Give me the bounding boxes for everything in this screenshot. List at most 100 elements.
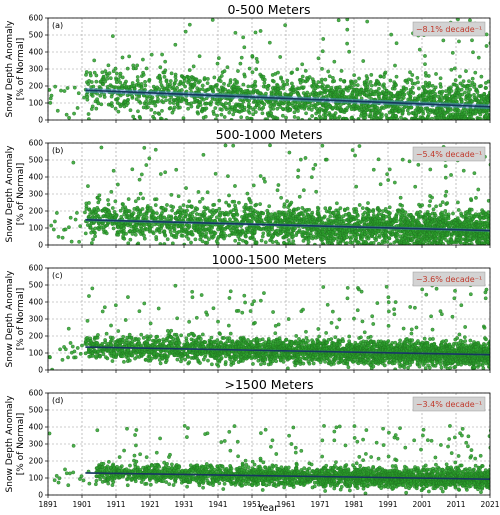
data-point: [151, 231, 156, 236]
data-point: [462, 241, 467, 245]
data-point: [149, 224, 154, 229]
trend-line: [85, 219, 491, 232]
data-point: [128, 237, 133, 242]
data-point: [215, 83, 219, 87]
data-point: [202, 76, 207, 80]
data-point: [111, 168, 116, 173]
data-point: [458, 240, 463, 245]
y-tick-label: 0: [38, 241, 43, 250]
data-point: [149, 107, 154, 112]
data-point: [464, 214, 469, 218]
data-point: [244, 234, 248, 239]
data-point: [313, 162, 318, 167]
data-point: [338, 103, 343, 107]
data-point: [163, 170, 168, 175]
data-point: [353, 153, 357, 158]
data-point: [60, 357, 65, 362]
data-point: [382, 75, 386, 79]
data-point: [488, 241, 490, 245]
data-point: [472, 171, 477, 176]
data-point: [413, 184, 418, 189]
data-point: [271, 106, 276, 111]
data-point: [172, 105, 177, 110]
y-tick-label: 100: [29, 99, 44, 108]
data-point: [486, 198, 490, 203]
data-point: [203, 114, 208, 119]
data-point: [350, 91, 355, 96]
data-point: [137, 177, 142, 182]
data-point: [388, 78, 393, 83]
data-point: [458, 74, 462, 79]
data-point: [88, 225, 93, 230]
data-point: [205, 240, 210, 245]
data-point: [383, 70, 388, 75]
data-point: [186, 106, 191, 111]
data-point: [345, 27, 350, 32]
data-point: [213, 117, 218, 120]
data-point: [298, 80, 303, 85]
data-point: [54, 211, 59, 215]
data-point: [398, 195, 403, 200]
data-point: [152, 116, 157, 120]
data-point: [461, 79, 466, 84]
data-point: [115, 182, 120, 187]
data-point: [417, 47, 422, 52]
data-point: [169, 192, 174, 197]
data-point: [247, 98, 252, 103]
data-point: [215, 241, 220, 245]
data-point: [58, 347, 62, 352]
data-point: [247, 110, 252, 115]
data-point: [68, 341, 73, 345]
data-point: [444, 89, 448, 93]
data-point: [420, 203, 425, 208]
data-point: [345, 18, 350, 22]
data-point: [287, 208, 292, 213]
data-point: [68, 215, 73, 220]
data-point: [162, 229, 167, 234]
data-point: [356, 232, 360, 237]
data-point: [90, 104, 95, 109]
data-point: [128, 228, 133, 233]
data-point: [116, 109, 121, 114]
data-point: [223, 233, 228, 238]
data-point: [144, 66, 149, 71]
data-point: [332, 115, 337, 120]
data-point: [344, 241, 349, 245]
data-point: [449, 85, 453, 90]
data-point: [233, 30, 238, 35]
data-point: [153, 147, 158, 152]
data-point: [307, 117, 312, 120]
data-point: [243, 202, 248, 207]
points: [49, 143, 490, 245]
data-point: [319, 116, 324, 120]
data-point: [236, 69, 240, 73]
data-point: [354, 207, 358, 211]
data-point: [64, 112, 69, 117]
data-point: [336, 211, 341, 215]
data-point: [377, 86, 381, 91]
data-point: [113, 85, 118, 90]
data-point: [160, 52, 164, 57]
data-point: [280, 113, 285, 118]
data-point: [305, 90, 310, 95]
data-point: [327, 74, 332, 79]
data-point: [158, 172, 163, 176]
data-point: [142, 145, 147, 150]
data-point: [254, 67, 259, 72]
data-point: [371, 167, 376, 172]
data-point: [222, 69, 227, 74]
data-point: [189, 101, 194, 106]
data-point: [486, 79, 490, 84]
data-point: [394, 83, 398, 87]
data-point: [266, 83, 271, 88]
data-point: [399, 115, 403, 120]
data-point: [143, 83, 148, 88]
data-point: [446, 216, 451, 221]
data-point: [321, 37, 326, 41]
data-point: [77, 239, 81, 244]
data-point: [189, 104, 194, 109]
data-point: [388, 211, 392, 215]
data-point: [163, 59, 168, 64]
data-point: [423, 216, 428, 220]
